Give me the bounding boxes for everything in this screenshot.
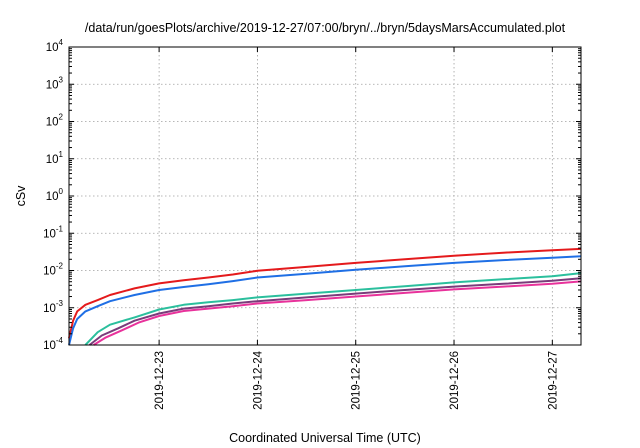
x-axis: 2019-12-23 2019-12-24 2019-12-25 2019-12-26…	[154, 47, 559, 410]
series-line	[88, 277, 582, 346]
series-line	[84, 272, 582, 346]
y-tick-label: 102	[46, 113, 64, 129]
x-tick-label: 2019-12-24	[252, 350, 264, 409]
y-tick-label: 103	[46, 75, 64, 91]
series-line	[93, 280, 582, 346]
x-axis-label: Coordinated Universal Time (UTC)	[229, 431, 421, 445]
series-line	[68, 255, 582, 346]
y-axis-label: cSv	[14, 185, 28, 207]
x-tick-label: 2019-12-23	[154, 351, 166, 410]
x-tick-label: 2019-12-26	[449, 351, 461, 410]
x-tick-label: 2019-12-27	[547, 351, 559, 410]
chart-title: /data/run/goesPlots/archive/2019-12-27/0…	[85, 21, 566, 35]
y-tick-label: 101	[46, 150, 64, 166]
y-tick-label: 10-3	[43, 299, 63, 315]
y-tick-label: 100	[46, 187, 64, 203]
y-axis: 10-4 10-3 10-2 10-1 100 101 102 103 104	[43, 38, 581, 352]
series-line	[68, 247, 582, 339]
y-tick-label: 10-1	[43, 224, 63, 240]
y-tick-label: 104	[46, 38, 64, 54]
y-tick-label: 10-4	[43, 336, 63, 352]
series-group	[68, 247, 582, 346]
x-tick-label: 2019-12-25	[351, 351, 363, 410]
grid-lines	[69, 47, 581, 345]
y-tick-label: 10-2	[43, 262, 63, 278]
